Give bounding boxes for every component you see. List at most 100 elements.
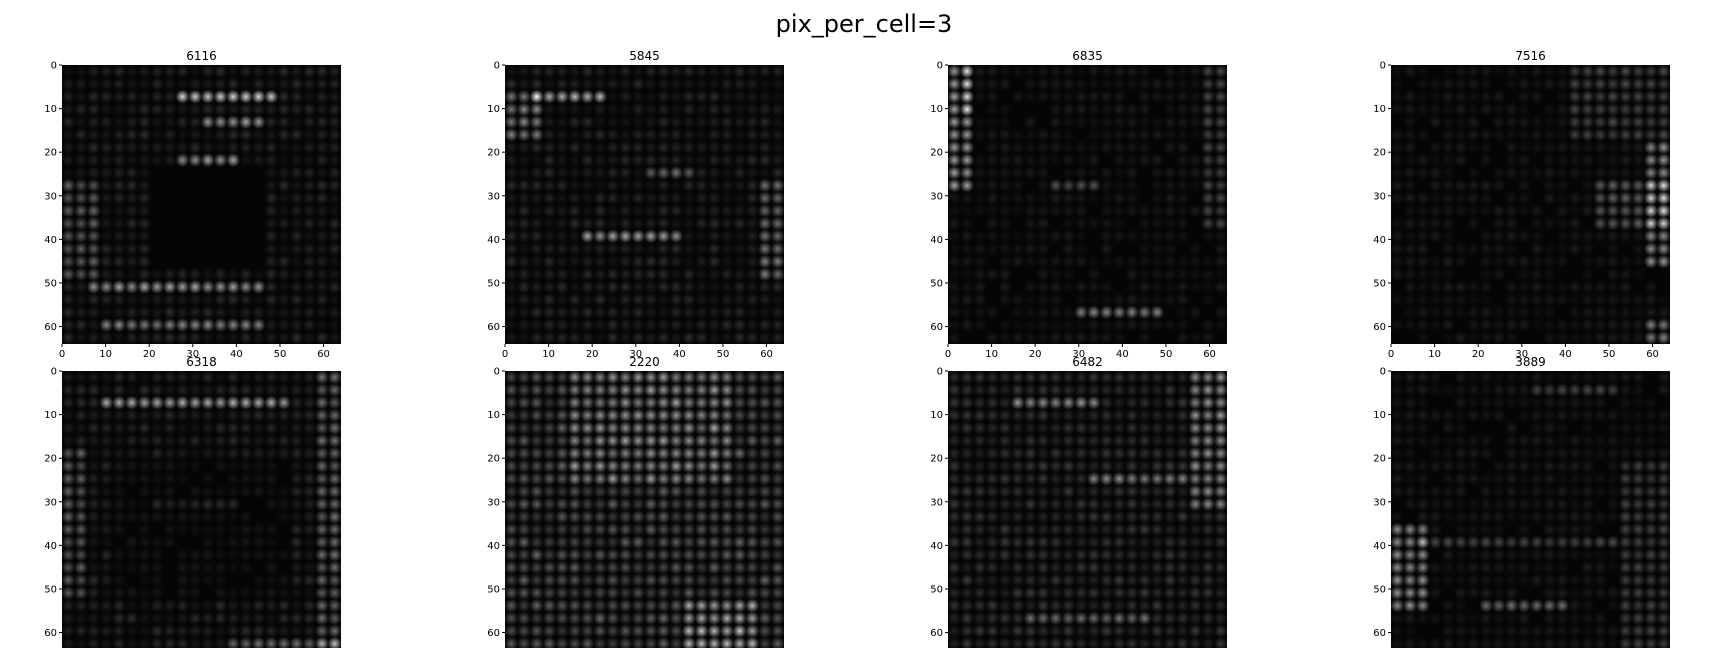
heatmap-cell: [1010, 547, 1025, 562]
heatmap-cell: [1150, 241, 1165, 256]
heatmap-cell: [162, 408, 177, 423]
heatmap-cell: [656, 292, 671, 307]
heatmap-cell: [1201, 216, 1215, 231]
heatmap-cell: [972, 522, 987, 537]
heatmap-cell: [758, 395, 772, 410]
heatmap-cell: [276, 305, 291, 320]
heatmap-cell: [1023, 140, 1038, 155]
heatmap-cell: [643, 165, 658, 180]
heatmap-cell: [1099, 370, 1114, 385]
heatmap-cell: [1605, 241, 1620, 256]
heatmap-cell: [1086, 115, 1101, 130]
heatmap-cell: [1175, 292, 1190, 307]
heatmap-cell: [200, 611, 215, 626]
heatmap-cell: [264, 115, 279, 130]
heatmap-cell: [998, 573, 1013, 588]
heatmap-cell: [694, 383, 709, 397]
heatmap-cell: [1555, 547, 1570, 562]
heatmap-cell: [1390, 484, 1405, 499]
heatmap-cell: [960, 636, 974, 648]
heatmap-cell: [162, 535, 177, 550]
heatmap-cell: [985, 636, 1000, 648]
heatmap-cell: [656, 471, 671, 486]
heatmap-cell: [656, 421, 671, 436]
heatmap-cell: [947, 535, 962, 550]
heatmap-cell: [150, 330, 165, 345]
heatmap-cell: [517, 64, 532, 79]
heatmap-cell: [1618, 611, 1633, 626]
heatmap-cell: [1010, 522, 1025, 537]
x-tick-label: 60: [1203, 349, 1216, 360]
heatmap-cell: [61, 64, 76, 79]
heatmap-cell: [251, 421, 266, 436]
heatmap-cell: [947, 446, 962, 461]
heatmap-cell: [1023, 153, 1038, 168]
heatmap-cell: [175, 140, 190, 155]
heatmap-cell: [732, 535, 747, 550]
heatmap-cell: [555, 395, 570, 410]
heatmap-cell: [707, 115, 722, 130]
heatmap-cell: [567, 241, 582, 256]
heatmap-cell: [1605, 292, 1620, 307]
heatmap-cell: [770, 127, 785, 142]
heatmap-cell: [555, 484, 570, 499]
heatmap-cell: [517, 216, 532, 231]
heatmap-cell: [1656, 254, 1671, 269]
heatmap-cell: [580, 598, 595, 613]
heatmap-cell: [1086, 509, 1101, 524]
heatmap-cell: [960, 165, 975, 180]
heatmap-cell: [960, 89, 975, 104]
heatmap-cell: [200, 598, 215, 613]
heatmap-cell: [1061, 165, 1076, 180]
heatmap-cell: [1517, 127, 1532, 142]
heatmap-cell: [567, 611, 582, 626]
heatmap-cell: [631, 330, 646, 345]
heatmap-cell: [1466, 191, 1481, 206]
heatmap-cell: [1086, 636, 1101, 648]
heatmap-cell: [1580, 471, 1595, 486]
heatmap-cell: [1466, 624, 1481, 638]
heatmap-cell: [327, 459, 342, 474]
heatmap-cell: [998, 279, 1013, 294]
heatmap-cell: [1466, 370, 1481, 385]
heatmap-cell: [1112, 77, 1127, 91]
heatmap-cell: [1605, 165, 1620, 180]
heatmap-cell: [1074, 636, 1089, 648]
heatmap-cell: [1137, 330, 1152, 345]
heatmap-cell: [1010, 318, 1025, 332]
heatmap-cell: [1593, 178, 1608, 193]
heatmap-cell: [99, 229, 114, 244]
heatmap-cell: [74, 191, 88, 206]
heatmap-cell: [1048, 305, 1063, 320]
heatmap-cell: [1555, 330, 1570, 345]
heatmap-cell: [1542, 279, 1557, 294]
heatmap-cell: [1010, 484, 1025, 499]
heatmap-cell: [1201, 497, 1215, 512]
figure-title: pix_per_cell=3: [776, 10, 953, 38]
heatmap-cell: [1580, 305, 1595, 320]
heatmap-cell: [694, 547, 709, 562]
heatmap-cell: [960, 459, 975, 474]
heatmap-cell: [1036, 370, 1051, 385]
heatmap-cell: [745, 547, 760, 562]
heatmap-cell: [1644, 573, 1658, 588]
heatmap-cell: [1529, 267, 1544, 282]
heatmap-cell: [137, 585, 152, 600]
heatmap-cell: [1074, 408, 1089, 423]
heatmap-cell: [593, 229, 608, 244]
heatmap-cell: [74, 370, 88, 385]
heatmap-cell: [1504, 446, 1519, 461]
heatmap-cell: [1453, 471, 1468, 486]
heatmap-cell: [86, 153, 101, 168]
heatmap-cell: [529, 216, 544, 231]
heatmap-cell: [1453, 446, 1468, 461]
heatmap-cell: [99, 216, 114, 231]
heatmap-cell: [605, 433, 620, 448]
heatmap-cell: [86, 471, 101, 486]
heatmap-cell: [656, 522, 671, 537]
heatmap-cell: [1593, 254, 1608, 269]
heatmap-cell: [150, 636, 165, 648]
heatmap-cell: [770, 216, 785, 231]
heatmap-cell: [1567, 115, 1582, 130]
heatmap-cell: [99, 305, 114, 320]
